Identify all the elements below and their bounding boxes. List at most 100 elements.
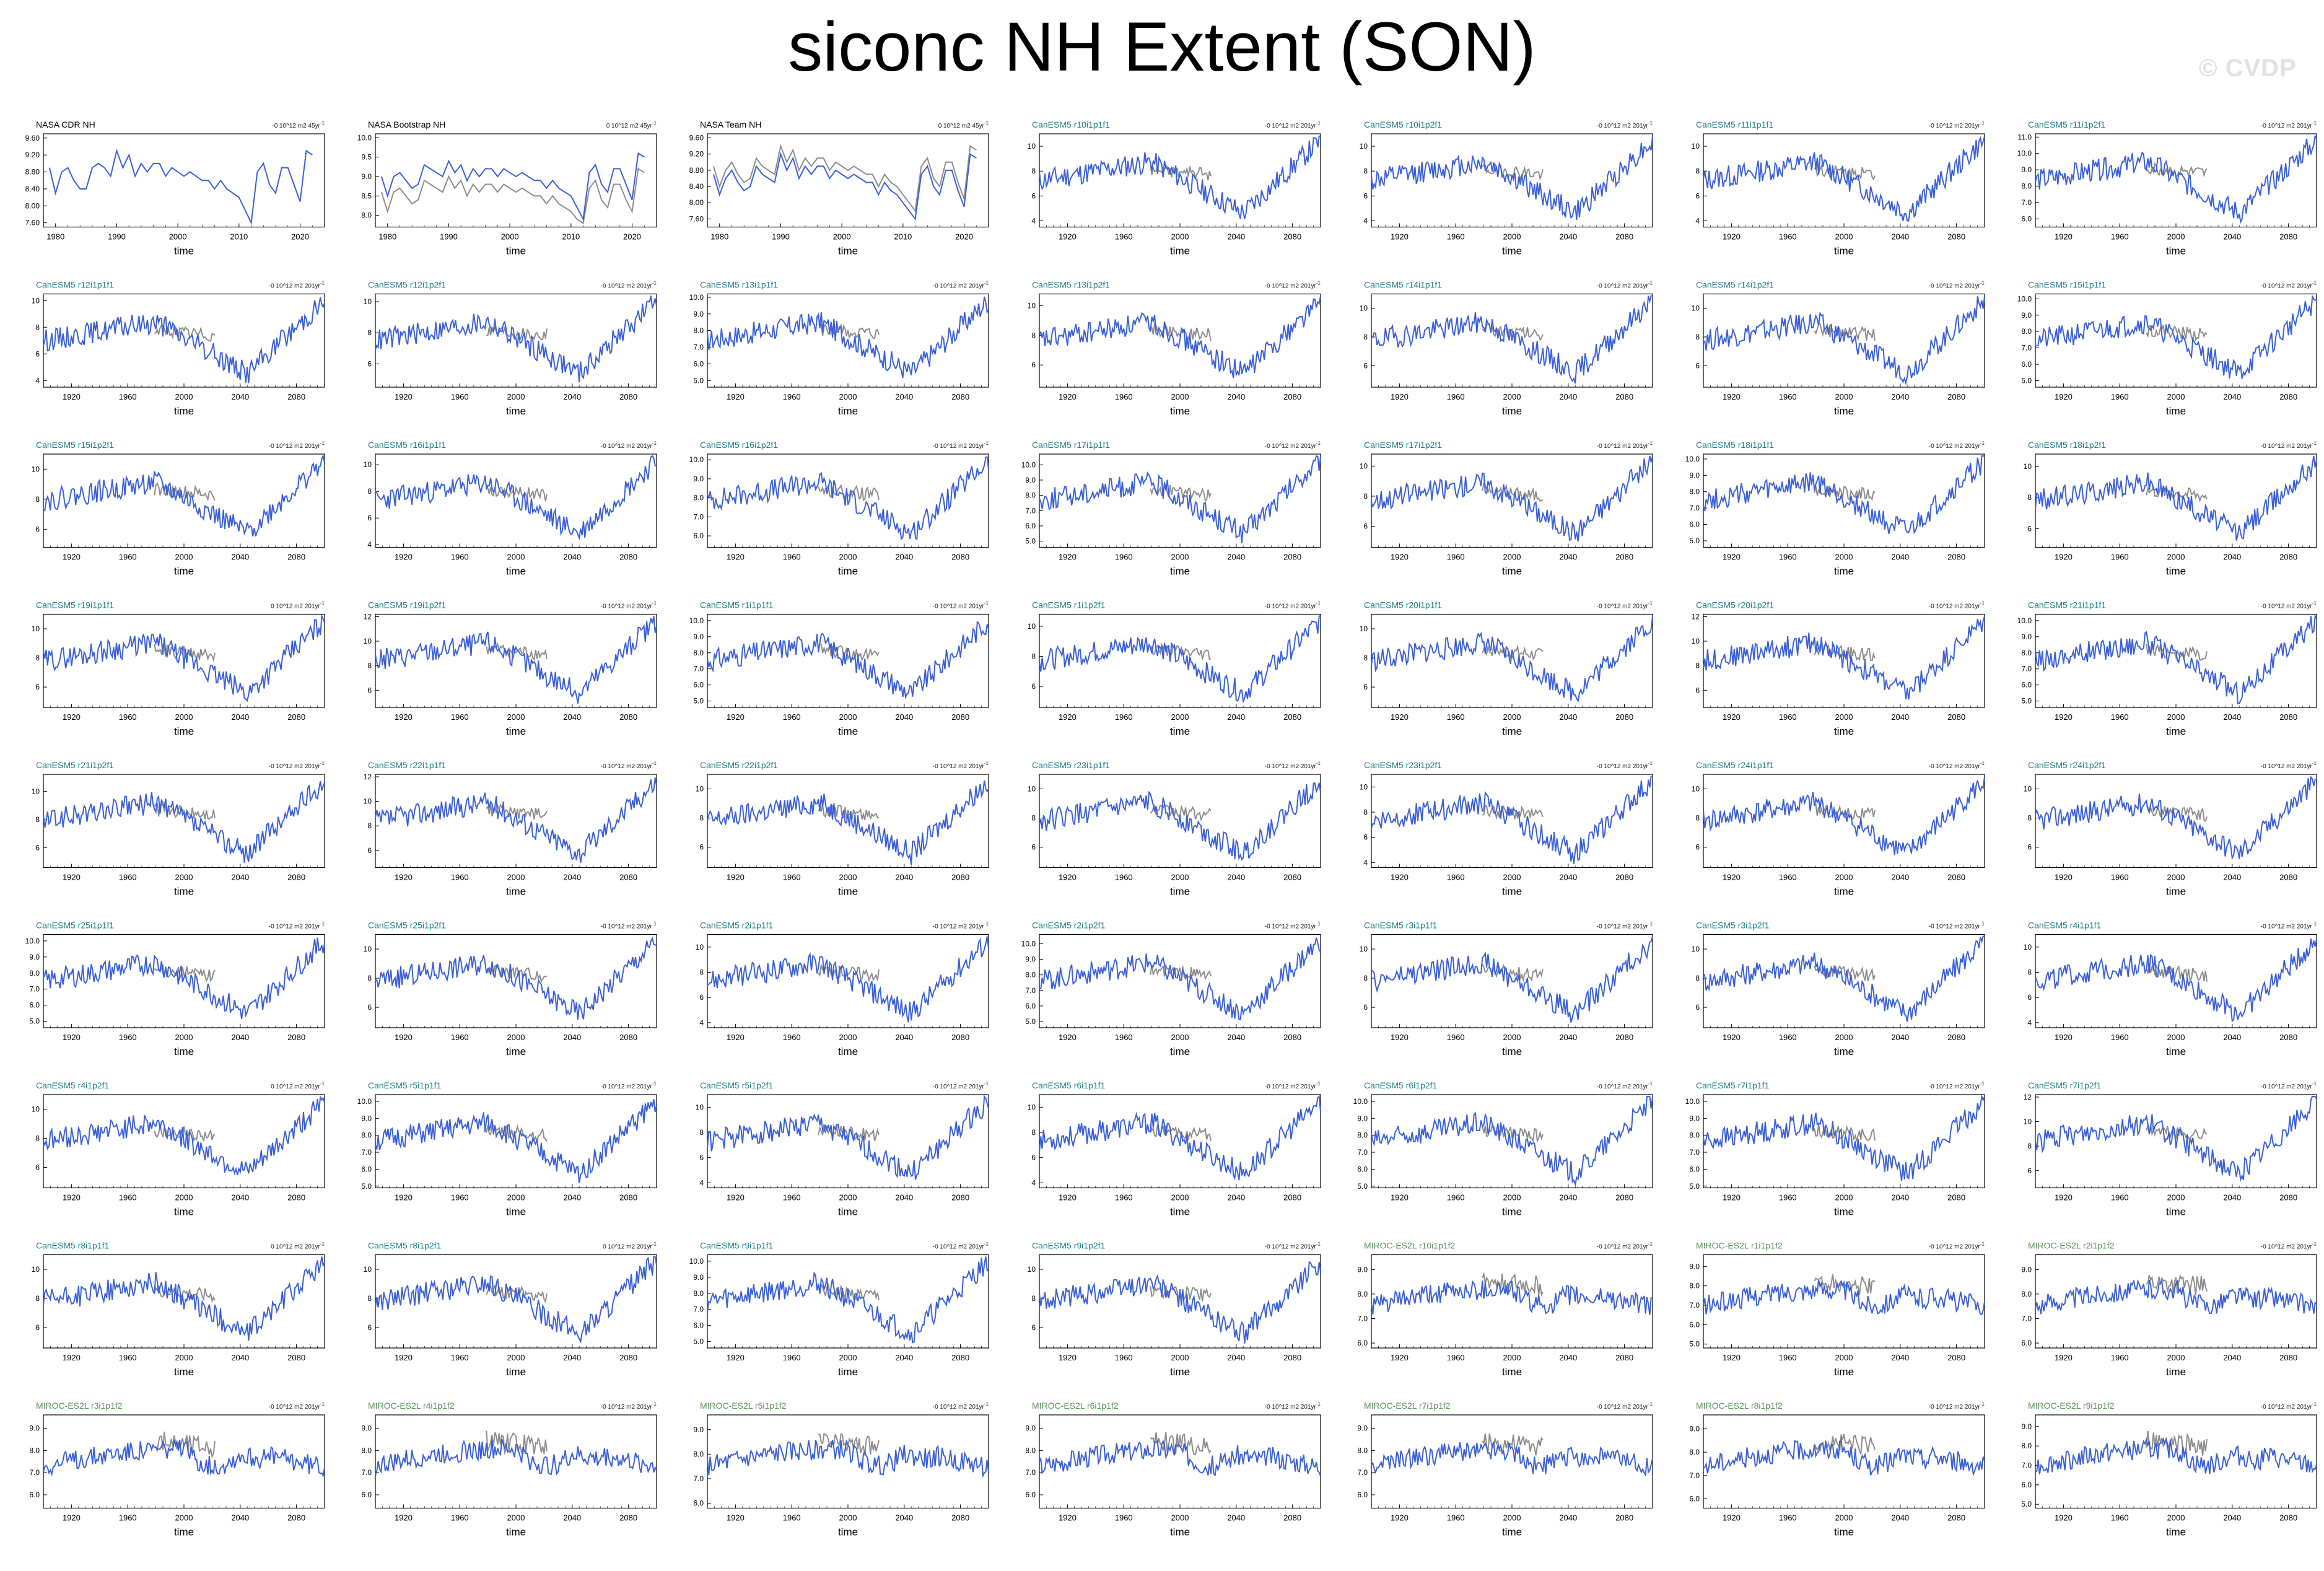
trend-superscript: -1: [320, 120, 325, 126]
trend-label: -0 10^12 m2 201yr-1: [1265, 120, 1321, 129]
x-tick-label: 1960: [451, 873, 469, 882]
y-tick-label: 6: [367, 359, 372, 368]
observed-series-line: [2146, 1124, 2208, 1141]
trend-label: -0 10^12 m2 201yr-1: [933, 1081, 989, 1090]
trend-label: -0 10^12 m2 201yr-1: [269, 1401, 325, 1411]
y-tick-label: 9.0: [2021, 1422, 2032, 1431]
x-tick-label: 2040: [231, 1193, 249, 1202]
x-tick-label: 2040: [563, 712, 581, 722]
y-tick-label: 6: [35, 349, 40, 358]
y-tick-label: 10: [696, 1103, 704, 1111]
trend-superscript: -1: [1980, 601, 1985, 606]
y-tick-label: 8.0: [1025, 1446, 1036, 1455]
x-tick-label: 2040: [231, 712, 249, 722]
y-tick-label: 8.40: [25, 185, 40, 193]
x-tick-label: 2080: [1615, 873, 1633, 882]
x-axis-label: time: [838, 566, 858, 577]
y-tick-label: 7.0: [1689, 1471, 1700, 1480]
x-tick-label: 2080: [619, 1513, 637, 1523]
y-tick-label: 4: [1031, 216, 1036, 225]
y-tick-label: 6.0: [361, 1165, 372, 1173]
trend-superscript: -1: [1316, 1081, 1321, 1087]
x-tick-label: 1920: [1723, 232, 1741, 242]
panel: CanESM5 r8i1p2f1 0 10^12 m2 201yr-1 10 8 6 19…: [364, 1241, 657, 1378]
x-tick-label: 2000: [2167, 232, 2185, 242]
panel: CanESM5 r1i1p2f1 -0 10^12 m2 201yr-1 10 8 6 1…: [1028, 600, 1321, 737]
x-tick-label: 2000: [1171, 232, 1189, 242]
plot-frame: [43, 934, 325, 1028]
y-tick-label: 9.5: [361, 153, 372, 162]
y-tick-label: 6: [1363, 833, 1368, 842]
trend-superscript: -1: [652, 921, 657, 927]
x-tick-label: 2000: [1503, 553, 1521, 562]
y-tick-label: 7.0: [1025, 1468, 1036, 1477]
x-axis-label: time: [174, 1526, 194, 1538]
x-tick-label: 2080: [2279, 1513, 2297, 1523]
x-tick-label: 2040: [1227, 232, 1245, 242]
panel-title: CanESM5 r16i1p2f1: [700, 440, 778, 450]
observed-series-line: [2146, 965, 2208, 982]
model-series-line: [1703, 136, 1985, 222]
model-series-line: [375, 777, 657, 863]
x-tick-label: 1960: [1115, 873, 1133, 882]
x-axis-label: time: [1170, 405, 1190, 417]
y-tick-label: 10: [1360, 462, 1368, 470]
y-tick-label: 8: [35, 1134, 40, 1143]
x-tick-label: 1920: [63, 553, 81, 562]
y-tick-label: 6: [699, 1153, 704, 1162]
x-tick-label: 1960: [451, 553, 469, 562]
x-tick-label: 2000: [839, 712, 857, 722]
x-tick-label: 2080: [287, 1513, 305, 1523]
x-tick-label: 2040: [563, 392, 581, 401]
y-tick-label: 8.0: [1689, 488, 1700, 496]
panel-title: CanESM5 r4i1p2f1: [36, 1080, 110, 1090]
panel-title: CanESM5 r7i1p2f1: [2028, 1080, 2102, 1090]
observed-series-line: [154, 964, 216, 983]
y-tick-label: 8: [1695, 974, 1700, 982]
x-tick-label: 1920: [2055, 873, 2073, 882]
y-tick-label: 9.0: [693, 632, 704, 641]
panel-title: CanESM5 r19i1p1f1: [36, 600, 114, 610]
plot-frame: [1703, 774, 1985, 869]
panel-title: CanESM5 r9i1p1f1: [700, 1241, 774, 1251]
panel-title: MIROC-ES2L r8i1p1f2: [1696, 1401, 1783, 1411]
x-tick-label: 2040: [1891, 1193, 1909, 1202]
x-tick-label: 1960: [783, 553, 801, 562]
panel-title: CanESM5 r5i1p1f1: [368, 1080, 442, 1090]
x-tick-label: 2000: [839, 1513, 857, 1523]
trend-superscript: -1: [1980, 921, 1985, 927]
y-tick-label: 6: [1031, 1153, 1036, 1162]
y-tick-label: 7.0: [29, 985, 40, 994]
panel: CanESM5 r2i1p1f1 -0 10^12 m2 201yr-1 10 8 6 4…: [696, 921, 989, 1057]
panel-title: CanESM5 r2i1p2f1: [1032, 921, 1106, 930]
panel-title: CanESM5 r10i1p1f1: [1032, 120, 1110, 129]
panel: CanESM5 r17i1p2f1 -0 10^12 m2 201yr-1 10 8 6…: [1360, 440, 1653, 577]
observed-series-line: [818, 322, 880, 339]
panel: CanESM5 r15i1p2f1 -0 10^12 m2 201yr-1 10 8 6…: [32, 440, 325, 577]
y-tick-label: 6.0: [29, 1490, 40, 1499]
y-tick-label: 6: [367, 846, 372, 855]
model-series-line: [375, 455, 657, 541]
y-tick-label: 6: [1031, 1323, 1036, 1332]
x-tick-label: 2000: [2167, 873, 2185, 882]
trend-label: -0 10^12 m2 201yr-1: [601, 1081, 657, 1090]
y-tick-label: 6: [1695, 361, 1700, 370]
x-tick-label: 2080: [2279, 712, 2297, 722]
y-tick-label: 6: [1695, 686, 1700, 694]
y-tick-label: 6.0: [693, 1321, 704, 1330]
y-tick-label: 9.0: [1689, 471, 1700, 479]
model-series-line: [375, 937, 657, 1020]
y-tick-label: 10: [1360, 945, 1368, 953]
x-tick-label: 1920: [1059, 1033, 1077, 1042]
x-tick-label: 2000: [507, 1353, 525, 1362]
x-tick-label: 1960: [1779, 712, 1797, 722]
x-tick-label: 2000: [1503, 873, 1521, 882]
y-tick-label: 7.0: [29, 1468, 40, 1477]
trend-superscript: -1: [2312, 761, 2317, 766]
trend-label: -0 10^12 m2 201yr-1: [269, 440, 325, 450]
x-tick-label: 1990: [772, 232, 790, 242]
x-tick-label: 2080: [619, 1353, 637, 1362]
y-tick-label: 8.0: [29, 969, 40, 978]
x-tick-label: 1920: [727, 712, 745, 722]
x-tick-label: 2040: [895, 553, 913, 562]
